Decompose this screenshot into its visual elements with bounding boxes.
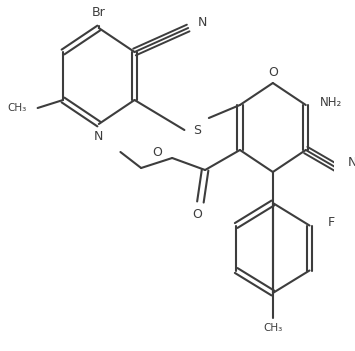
- Text: CH₃: CH₃: [7, 103, 26, 113]
- Text: O: O: [268, 66, 278, 79]
- Text: N: N: [94, 131, 103, 144]
- Text: O: O: [152, 146, 162, 159]
- Text: CH₃: CH₃: [263, 323, 283, 333]
- Text: S: S: [193, 124, 202, 137]
- Text: NH₂: NH₂: [320, 95, 342, 108]
- Text: N: N: [198, 15, 207, 28]
- Text: N: N: [348, 155, 355, 168]
- Text: O: O: [193, 207, 202, 220]
- Text: Br: Br: [92, 6, 106, 19]
- Text: F: F: [327, 216, 334, 229]
